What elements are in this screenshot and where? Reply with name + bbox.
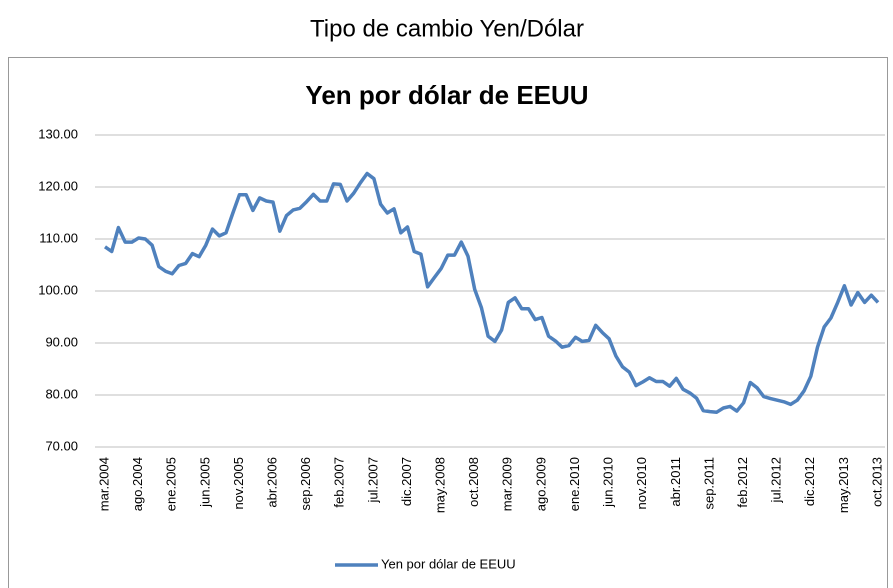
x-tick-label: nov.2005: [231, 457, 246, 510]
y-tick-label: 110.00: [39, 230, 78, 245]
x-tick-label: dic.2012: [802, 457, 817, 506]
x-tick-label: jun.2005: [197, 457, 212, 508]
x-tick-label: feb.2012: [735, 457, 750, 508]
y-tick-label: 130.00: [38, 126, 78, 141]
legend-label: Yen por dólar de EEUU: [381, 556, 516, 571]
y-tick-label: 70.00: [45, 438, 78, 453]
x-tick-label: ene.2005: [164, 457, 179, 511]
x-tick-label: ene.2010: [567, 457, 582, 511]
x-tick-label: mar.2009: [500, 457, 515, 511]
x-tick-label: ago.2004: [130, 457, 145, 511]
x-tick-label: ago.2009: [533, 457, 548, 511]
x-tick-label: dic.2007: [399, 457, 414, 506]
x-tick-label: jul.2007: [365, 457, 380, 504]
chart-title: Yen por dólar de EEUU: [305, 80, 588, 110]
x-tick-label: feb.2007: [332, 457, 347, 508]
y-tick-label: 80.00: [45, 386, 78, 401]
x-tick-label: may.2013: [836, 457, 851, 513]
x-tick-label: oct.2013: [869, 457, 884, 507]
x-tick-label: jun.2010: [601, 457, 616, 508]
data-line: [103, 171, 880, 414]
y-tick-label: 90.00: [45, 334, 78, 349]
x-tick-label: abr.2011: [668, 457, 683, 507]
y-tick-label: 100.00: [38, 282, 78, 297]
x-tick-label: mar.2004: [96, 457, 111, 511]
y-tick-label: 120.00: [38, 178, 78, 193]
chart-frame: [8, 57, 888, 588]
x-tick-label: oct.2008: [466, 457, 481, 507]
x-tick-label: sep.2006: [298, 457, 313, 511]
page-title: Tipo de cambio Yen/Dólar: [310, 15, 584, 42]
x-tick-label: nov.2010: [634, 457, 649, 510]
x-tick-label: sep.2011: [701, 457, 716, 510]
x-tick-label: jul.2012: [769, 457, 784, 504]
x-tick-label: abr.2006: [264, 457, 279, 508]
x-tick-label: may.2008: [433, 457, 448, 513]
